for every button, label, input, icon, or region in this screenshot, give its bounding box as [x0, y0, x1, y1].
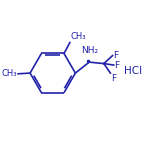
Circle shape — [87, 60, 90, 62]
Text: F: F — [114, 60, 120, 70]
Text: CH₃: CH₃ — [70, 32, 86, 41]
Text: HCl: HCl — [124, 66, 142, 76]
Text: F: F — [113, 51, 118, 60]
Text: F: F — [111, 74, 116, 83]
Text: NH₂: NH₂ — [81, 46, 98, 55]
Text: CH₃: CH₃ — [2, 69, 17, 78]
